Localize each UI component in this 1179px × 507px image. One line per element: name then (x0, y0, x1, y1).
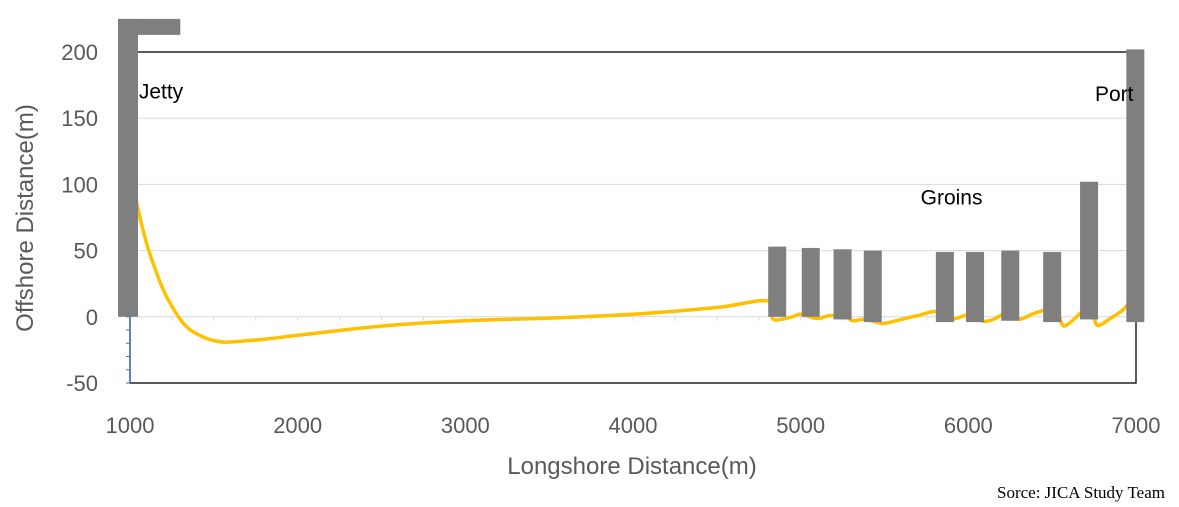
groin-bar (1043, 251, 1062, 323)
groin-bar (1001, 250, 1020, 321)
annotation-label: Jetty (139, 80, 184, 103)
x-tick-label: 2000 (273, 413, 322, 438)
x-tick-label: 7000 (1112, 413, 1161, 438)
jetty-cap (118, 18, 181, 35)
shoreline-series-line (128, 168, 1138, 344)
x-tick-label: 5000 (776, 413, 825, 438)
jetty-bar (118, 18, 138, 317)
x-axis-title: Longshore Distance(m) (507, 453, 756, 480)
groin-bar (1080, 181, 1099, 320)
annotations-layer: Jetty Groins Port (139, 80, 1134, 209)
x-tick-label: 4000 (609, 413, 658, 438)
structures-layer (118, 18, 1145, 323)
groin-bar (768, 246, 787, 317)
y-tick-label: 200 (61, 40, 98, 65)
grid-lines (130, 117, 1136, 318)
groin-bar (833, 249, 852, 320)
groin-bar (801, 247, 820, 317)
port-bar (1126, 49, 1145, 323)
x-tick-label: 3000 (441, 413, 490, 438)
minor-tick-marks (126, 51, 1095, 384)
y-tick-label: -50 (66, 371, 98, 396)
groin-bar (966, 251, 985, 323)
series-layer (128, 168, 1138, 344)
plot-frame (129, 51, 1137, 384)
y-axis-title: Offshore Distance(m) (12, 104, 39, 332)
x-tick-label: 1000 (106, 413, 155, 438)
y-tick-labels: -50 0 50 100 150 200 (61, 40, 98, 396)
annotation-label: Groins (921, 186, 983, 209)
y-tick-label: 50 (74, 239, 98, 264)
groin-bar (863, 250, 882, 323)
x-tick-label: 6000 (944, 413, 993, 438)
y-tick-label: 100 (61, 172, 98, 197)
plot-border (129, 51, 1137, 384)
y-tick-label: 150 (61, 106, 98, 131)
groin-bar (935, 251, 954, 323)
x-tick-labels: 1000 2000 3000 4000 5000 6000 7000 (106, 413, 1161, 438)
annotation-label: Port (1095, 83, 1134, 106)
source-note: Sorce: JICA Study Team (997, 483, 1165, 502)
y-tick-label: 0 (86, 305, 98, 330)
